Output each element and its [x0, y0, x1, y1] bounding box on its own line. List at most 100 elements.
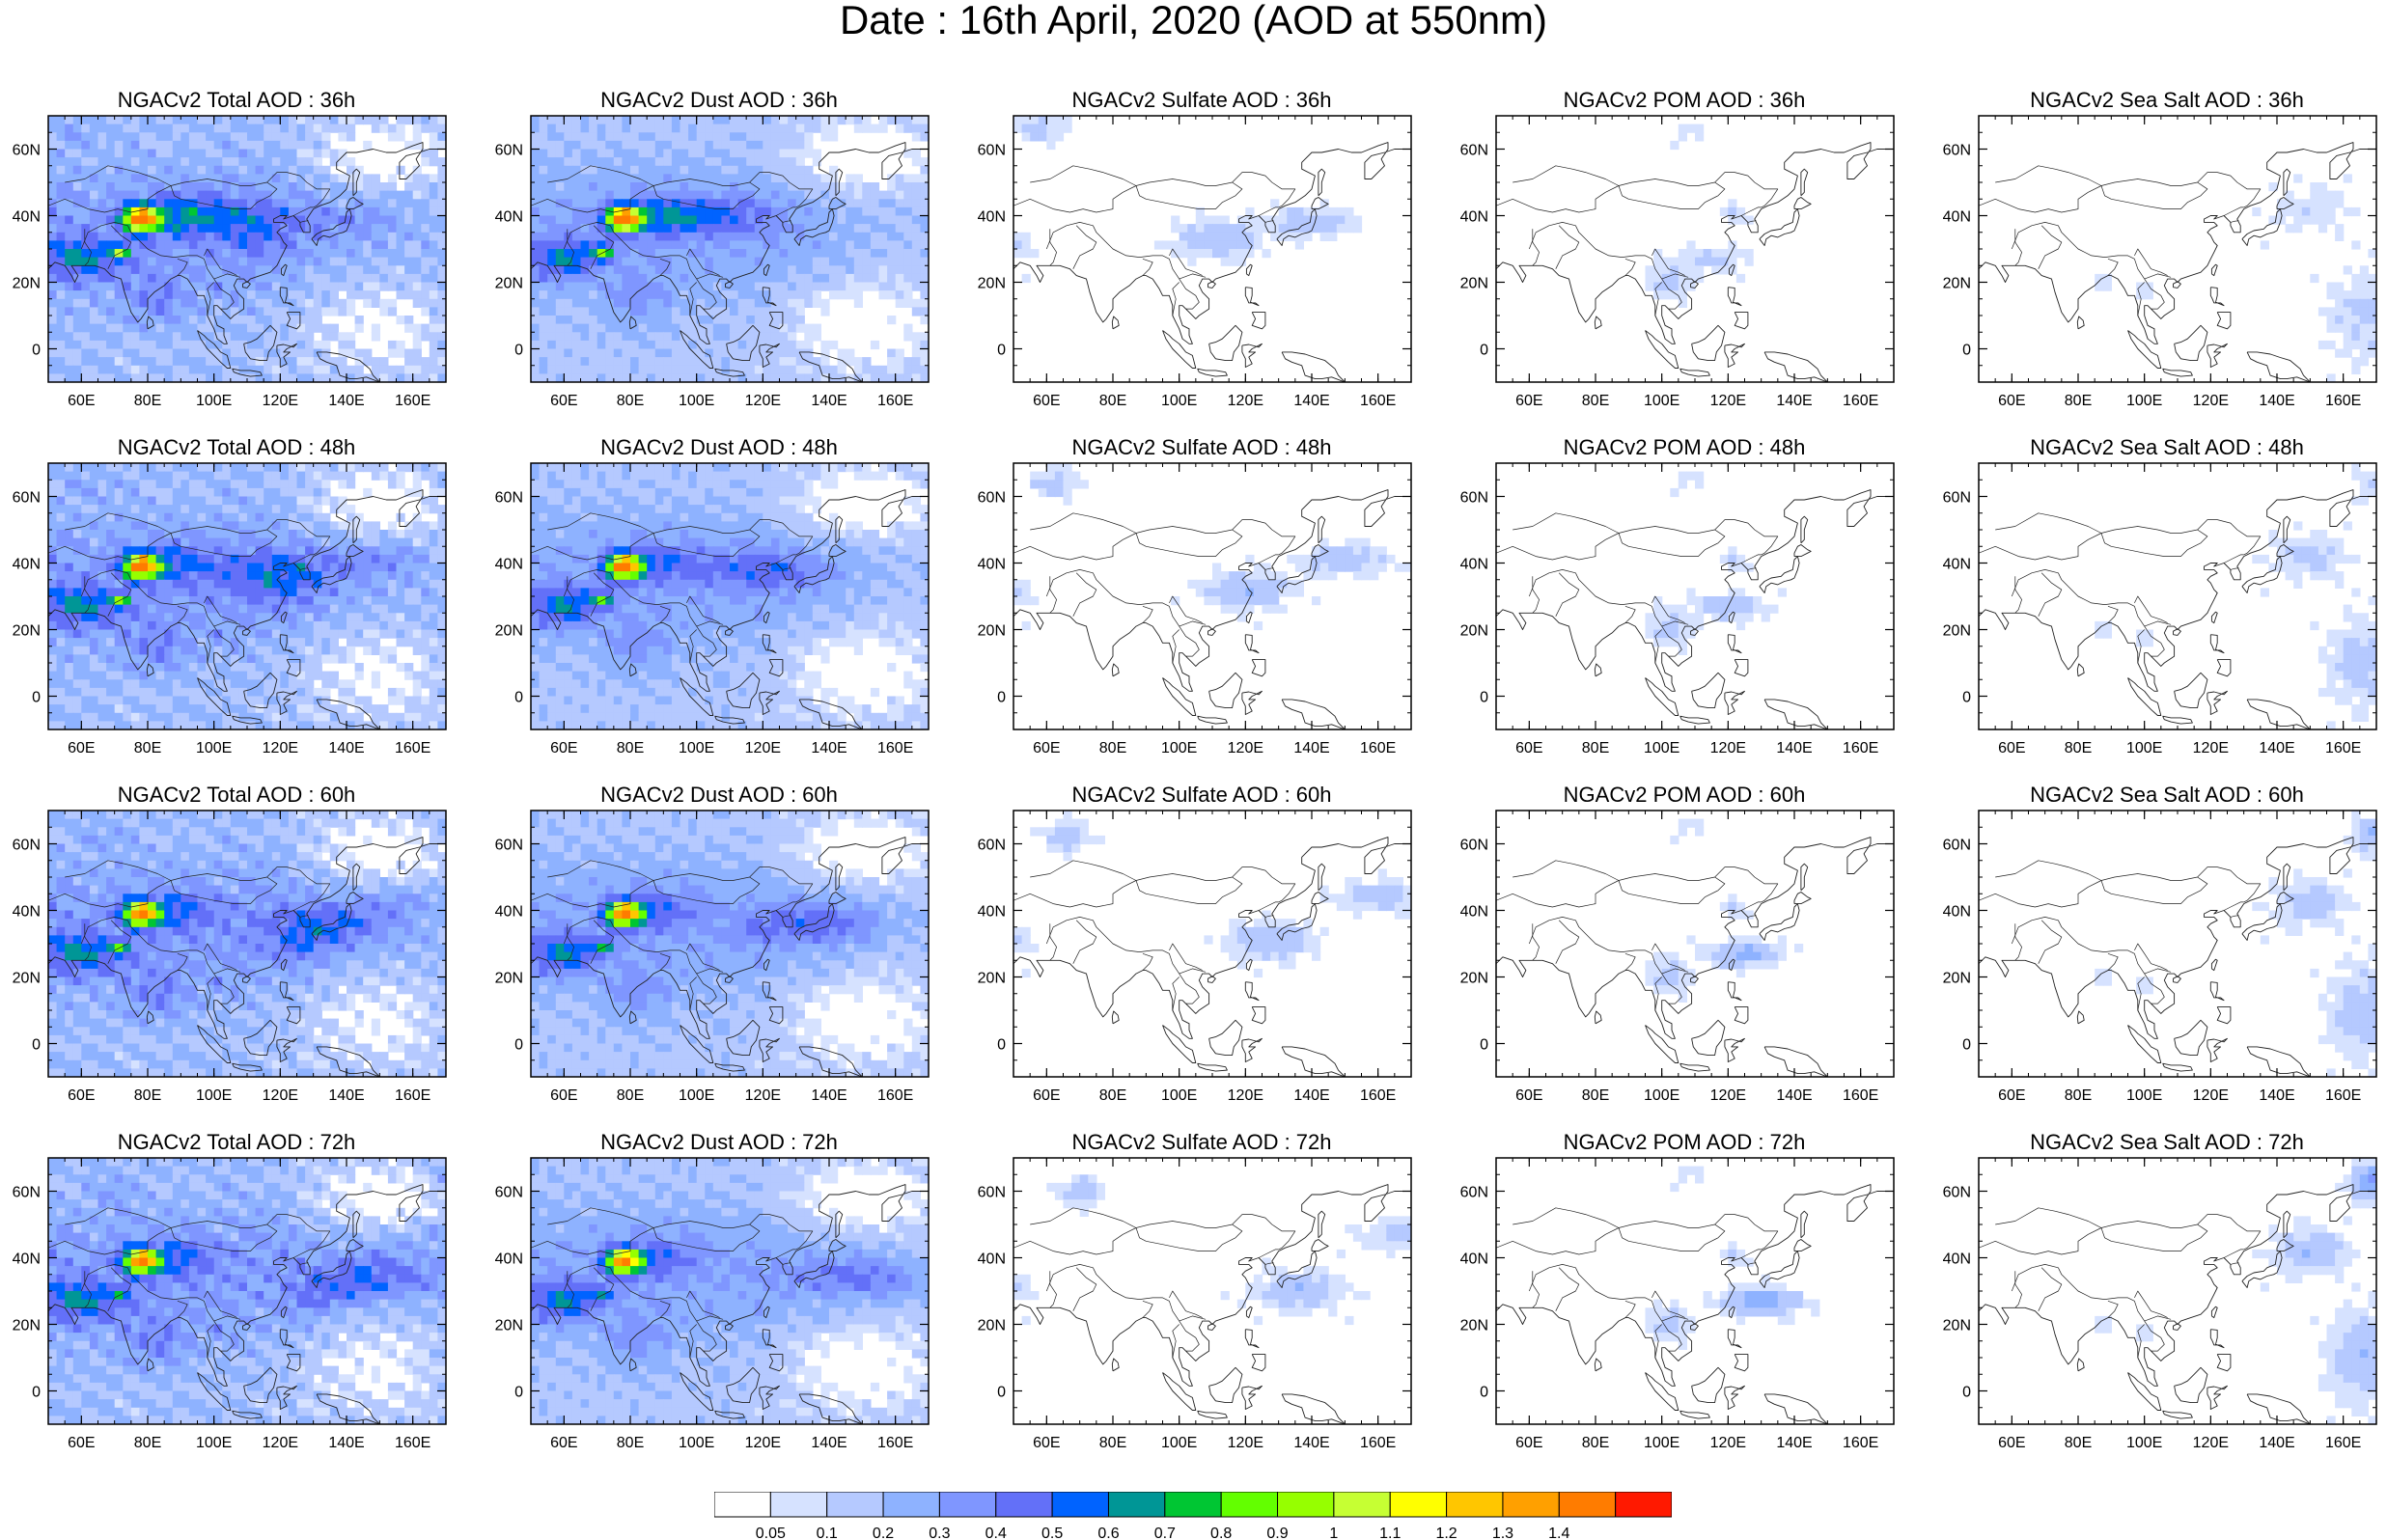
coastlines	[1013, 489, 1411, 729]
lon-tick-label: 80E	[1099, 1087, 1126, 1104]
coastlines	[1496, 142, 1894, 382]
lat-tick-label: 20N	[1460, 623, 1488, 640]
coastlines	[531, 837, 929, 1077]
aod-field	[48, 1158, 446, 1424]
coastlines	[1013, 1184, 1411, 1424]
lon-tick-label: 80E	[134, 740, 161, 756]
colorbar-label: 0.2	[873, 1526, 894, 1540]
lon-tick-label: 100E	[2126, 393, 2162, 409]
lon-tick-label: 80E	[2065, 740, 2092, 756]
lon-tick-label: 160E	[395, 1087, 430, 1104]
aod-field	[531, 811, 929, 1077]
lon-tick-label: 120E	[1710, 1435, 1746, 1451]
lat-tick-label: 40N	[1460, 904, 1488, 921]
lat-tick-label: 0	[1480, 1385, 1488, 1401]
aod-map: 60E 80E 100E 120E 140E 160E 60N 40N 20N 0	[1943, 115, 2377, 409]
lon-tick-label: 120E	[263, 740, 298, 756]
lat-tick-label: 40N	[1943, 209, 1971, 226]
lon-tick-label: 100E	[2126, 740, 2162, 756]
map-panel: NGACv2 Total AOD : 36h 60E 80E 100E 120E 140E…	[0, 87, 473, 434]
map-frame	[1978, 1157, 2377, 1425]
lon-tick-label: 80E	[617, 1087, 644, 1104]
lat-tick-label: 0	[1962, 690, 1971, 706]
lon-tick-label: 100E	[1161, 393, 1197, 409]
coastlines	[1496, 489, 1894, 729]
lat-tick-label: 0	[1480, 1037, 1488, 1054]
lon-tick-label: 60E	[1998, 740, 2025, 756]
lon-tick-label: 100E	[1644, 1435, 1679, 1451]
coastlines	[531, 142, 929, 382]
lat-tick-label: 60N	[495, 490, 523, 507]
lon-tick-label: 80E	[1099, 1435, 1126, 1451]
lon-tick-label: 120E	[2193, 740, 2229, 756]
lon-tick-label: 160E	[1360, 393, 1396, 409]
lat-tick-label: 40N	[495, 1251, 523, 1268]
aod-map: 60E 80E 100E 120E 140E 160E 60N 40N 20N 0	[1460, 462, 1895, 756]
coastlines	[531, 1184, 929, 1424]
lat-tick-label: 0	[1962, 1385, 1971, 1401]
aod-field	[2095, 1158, 2376, 1424]
aod-field	[1645, 1166, 1820, 1350]
colorbar-swatch	[1051, 1492, 1109, 1518]
aod-field	[48, 463, 446, 729]
colorbar-swatch	[882, 1492, 940, 1518]
coastlines	[48, 837, 446, 1077]
aod-map: 60E 80E 100E 120E 140E 160E 60N 40N 20N 0	[13, 115, 447, 409]
lat-tick-label: 20N	[1460, 1318, 1488, 1334]
map-panel: NGACv2 Sea Salt AOD : 60h 60E 80E 100E 120E 1…	[1930, 782, 2387, 1129]
lat-tick-label: 0	[514, 1385, 523, 1401]
colorbar-swatch	[995, 1492, 1053, 1518]
map-panel: NGACv2 Total AOD : 72h 60E 80E 100E 120E 140E…	[0, 1129, 473, 1476]
map-frame	[1978, 115, 2377, 383]
lat-tick-label: 40N	[1460, 1251, 1488, 1268]
lon-tick-label: 160E	[1360, 1435, 1396, 1451]
aod-map: 60E 80E 100E 120E 140E 160E 60N 40N 20N 0	[13, 1157, 447, 1451]
lon-tick-label: 120E	[1710, 1087, 1746, 1104]
lon-tick-label: 120E	[745, 393, 781, 409]
lon-tick-label: 100E	[1161, 1087, 1197, 1104]
aod-map: 60E 80E 100E 120E 140E 160E 60N 40N 20N 0	[495, 115, 930, 409]
lon-tick-label: 60E	[1998, 1435, 2025, 1451]
colorbar-label: 1.1	[1379, 1526, 1401, 1540]
aod-map: 60E 80E 100E 120E 140E 160E 60N 40N 20N 0	[1460, 1157, 1895, 1451]
colorbar-swatch	[1277, 1492, 1335, 1518]
aod-field	[48, 811, 446, 1077]
lat-tick-label: 20N	[978, 623, 1006, 640]
colorbar-label: 0.8	[1210, 1526, 1232, 1540]
map-panel: NGACv2 Sea Salt AOD : 72h 60E 80E 100E 120E 1…	[1930, 1129, 2387, 1476]
map-panel: NGACv2 Sulfate AOD : 36h 60E 80E 100E 120E 14…	[965, 87, 1438, 434]
lat-tick-label: 40N	[1943, 904, 1971, 921]
lon-tick-label: 160E	[877, 1435, 913, 1451]
lat-tick-label: 20N	[978, 1318, 1006, 1334]
colorbar-label: 0.7	[1154, 1526, 1176, 1540]
lat-tick-label: 40N	[13, 209, 41, 226]
lon-tick-label: 100E	[1644, 393, 1679, 409]
lon-tick-label: 120E	[1228, 393, 1263, 409]
lon-tick-label: 80E	[134, 1087, 161, 1104]
lat-tick-label: 0	[997, 343, 1006, 359]
colorbar-label: 0.6	[1097, 1526, 1119, 1540]
lon-tick-label: 140E	[811, 740, 847, 756]
map-panel: NGACv2 POM AOD : 60h 60E 80E 100E 120E 140E 16…	[1448, 782, 1921, 1129]
coastlines	[1013, 142, 1411, 382]
lat-tick-label: 0	[32, 343, 41, 359]
aod-field	[2095, 463, 2376, 729]
lon-tick-label: 80E	[2065, 1087, 2092, 1104]
lon-tick-label: 60E	[1033, 740, 1060, 756]
lon-tick-label: 140E	[1776, 1087, 1812, 1104]
map-panel: NGACv2 Dust AOD : 72h 60E 80E 100E 120E 140E 1…	[483, 1129, 956, 1476]
lon-tick-label: 100E	[679, 740, 714, 756]
lon-tick-label: 140E	[811, 1087, 847, 1104]
lon-tick-label: 120E	[263, 393, 298, 409]
map-panel: NGACv2 Sea Salt AOD : 48h 60E 80E 100E 120E 1…	[1930, 434, 2387, 782]
map-panel: NGACv2 Sea Salt AOD : 36h 60E 80E 100E 120E 1…	[1930, 87, 2387, 434]
aod-field	[1645, 818, 1804, 1003]
lon-tick-label: 80E	[2065, 393, 2092, 409]
aod-field	[1013, 811, 1411, 978]
lat-tick-label: 60N	[13, 490, 41, 507]
lon-tick-label: 140E	[1293, 1087, 1329, 1104]
lon-tick-label: 100E	[196, 1087, 232, 1104]
panel-title: NGACv2 Dust AOD : 36h	[600, 88, 838, 112]
lat-tick-label: 20N	[978, 276, 1006, 292]
aod-map: 60E 80E 100E 120E 140E 160E 60N 40N 20N 0	[13, 462, 447, 756]
